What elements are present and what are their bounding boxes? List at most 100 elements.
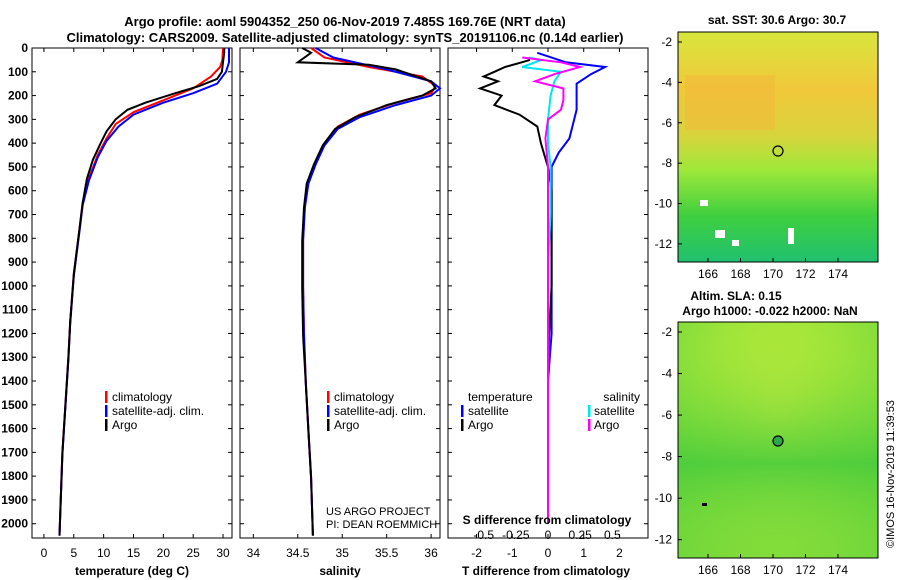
sla-map-title1: Altim. SLA: 0.15 bbox=[690, 289, 782, 303]
series-line-satellite-adj-clim- bbox=[302, 47, 442, 536]
sst-land-patch bbox=[715, 230, 725, 238]
legend-swatch-satellite bbox=[327, 405, 330, 417]
depth-tick-label: 1300 bbox=[1, 350, 28, 364]
legend-argo: Argo bbox=[334, 418, 360, 432]
legend-swatch-temp-satellite bbox=[461, 405, 464, 417]
map-y-tick-label: -6 bbox=[661, 116, 672, 130]
sst-land-patch bbox=[732, 240, 739, 246]
sst-map bbox=[677, 31, 879, 263]
sst-map-title: sat. SST: 30.6 Argo: 30.7 bbox=[708, 13, 847, 27]
sst-land-patch bbox=[700, 200, 708, 206]
depth-tick-label: 100 bbox=[8, 65, 28, 79]
temperature-tick-label: 10 bbox=[97, 546, 111, 560]
legend-temp-satellite: satellite bbox=[468, 404, 509, 418]
salinity-tick-label: 35.5 bbox=[375, 546, 399, 560]
depth-tick-label: 1800 bbox=[1, 469, 28, 483]
salinity-tick-label: 35 bbox=[336, 546, 350, 560]
depth-tick-label: 1600 bbox=[1, 422, 28, 436]
temperature-tick-label: 20 bbox=[157, 546, 171, 560]
depth-tick-label: 200 bbox=[8, 89, 28, 103]
map-y-tick-label: -8 bbox=[661, 156, 672, 170]
difference-sal-tick-label: 0 bbox=[545, 528, 552, 542]
depth-axis: 0 100 200 300 400 500 600 700 800 900 1000 1100 1200… bbox=[1, 41, 648, 531]
temperature-tick-label: 5 bbox=[70, 546, 77, 560]
map-x-tick-label: 172 bbox=[795, 267, 815, 281]
sst-argo-marker bbox=[772, 145, 784, 157]
depth-tick-label: 1200 bbox=[1, 326, 28, 340]
depth-tick-label: 600 bbox=[8, 184, 28, 198]
sst-map-axes: -2 -4 -6 -8 -10 -12 166 168 170 172 174 bbox=[655, 35, 849, 281]
temperature-tick-label: 15 bbox=[127, 546, 141, 560]
legend-swatch-satellite bbox=[105, 405, 108, 417]
series-line-climatology bbox=[302, 47, 437, 536]
temperature-panel-frame bbox=[31, 47, 233, 539]
legend-swatch-argo bbox=[105, 419, 108, 431]
depth-tick-label: 0 bbox=[21, 41, 28, 55]
temperature-xlabel: temperature (deg C) bbox=[75, 564, 189, 578]
legend-swatch-climatology bbox=[105, 391, 108, 403]
salinity-legend: climatology satellite-adj. clim. Argo bbox=[327, 390, 426, 432]
legend-argo: Argo bbox=[112, 418, 138, 432]
difference-xlabel: T difference from climatology bbox=[462, 564, 630, 578]
depth-tick-label: 500 bbox=[8, 160, 28, 174]
difference-temp-tick-label: -2 bbox=[471, 546, 482, 560]
map-y-tick-label: -12 bbox=[655, 533, 673, 547]
salinity-panel-frame bbox=[239, 47, 441, 539]
credit-project: US ARGO PROJECT bbox=[326, 506, 431, 518]
map-y-tick-label: -4 bbox=[661, 75, 672, 89]
legend-swatch-temp-argo bbox=[461, 419, 464, 431]
difference-top-label: S difference from climatology bbox=[463, 513, 632, 527]
map-y-tick-label: -2 bbox=[661, 325, 672, 339]
depth-tick-label: 400 bbox=[8, 136, 28, 150]
legend-salinity-title: salinity bbox=[603, 390, 640, 404]
difference-sal-tick-label: 0.5 bbox=[604, 528, 621, 542]
difference-temp-tick-label: 2 bbox=[616, 546, 623, 560]
series-line-salinity-satellite bbox=[521, 56, 563, 524]
sst-map-frame bbox=[677, 31, 879, 263]
temperature-curves bbox=[58, 47, 230, 536]
temperature-tick-label: 25 bbox=[187, 546, 201, 560]
legend-satellite: satellite-adj. clim. bbox=[334, 404, 426, 418]
depth-tick-label: 800 bbox=[8, 231, 28, 245]
series-line-satellite-adj-clim- bbox=[58, 48, 230, 536]
series-line-argo bbox=[58, 48, 226, 536]
legend-satellite: satellite-adj. clim. bbox=[112, 404, 204, 418]
legend-climatology: climatology bbox=[334, 390, 394, 404]
map-x-tick-label: 174 bbox=[828, 267, 848, 281]
map-y-tick-label: -8 bbox=[661, 450, 672, 464]
temperature-tick-label: 30 bbox=[216, 546, 230, 560]
map-x-tick-label: 172 bbox=[795, 563, 815, 577]
difference-sal-tick-label: -0.5 bbox=[473, 528, 494, 542]
legend-climatology: climatology bbox=[112, 390, 172, 404]
legend-sal-satellite: satellite bbox=[594, 404, 635, 418]
header-line1: Argo profile: aoml 5904352_250 06-Nov-20… bbox=[124, 14, 566, 29]
salinity-tick-label: 34.5 bbox=[286, 546, 310, 560]
sst-land-patch bbox=[788, 228, 794, 244]
sla-map-title2: Argo h1000: -0.022 h2000: NaN bbox=[682, 304, 857, 318]
map-y-tick-label: -2 bbox=[661, 35, 672, 49]
difference-temp-tick-label: 1 bbox=[580, 546, 587, 560]
depth-tick-label: 300 bbox=[8, 112, 28, 126]
header-line2: Climatology: CARS2009. Satellite-adjuste… bbox=[66, 30, 623, 45]
map-x-tick-label: 170 bbox=[763, 563, 783, 577]
legend-sal-argo: Argo bbox=[594, 418, 620, 432]
legend-temp-argo: Argo bbox=[468, 418, 494, 432]
map-x-tick-label: 174 bbox=[828, 563, 848, 577]
legend-swatch-sal-satellite bbox=[588, 405, 591, 417]
map-x-tick-label: 166 bbox=[698, 267, 718, 281]
sst-warm-patch bbox=[685, 75, 775, 130]
salinity-tick-label: 36 bbox=[424, 546, 438, 560]
series-line-climatology bbox=[58, 47, 224, 536]
sla-land-patch bbox=[702, 503, 707, 506]
difference-sal-tick-label: -0.25 bbox=[502, 528, 530, 542]
salinity-tick-label: 34 bbox=[247, 546, 261, 560]
temperature-legend: climatology satellite-adj. clim. Argo bbox=[105, 390, 204, 432]
footer-timestamp: ©IMOS 16-Nov-2019 11:39:53 bbox=[885, 400, 897, 548]
series-line-argo bbox=[294, 47, 438, 536]
legend-temperature-title: temperature bbox=[468, 390, 533, 404]
depth-tick-label: 1100 bbox=[2, 303, 28, 317]
sla-map bbox=[677, 321, 879, 559]
legend-swatch-sal-argo bbox=[588, 419, 591, 431]
map-x-tick-label: 168 bbox=[730, 563, 750, 577]
